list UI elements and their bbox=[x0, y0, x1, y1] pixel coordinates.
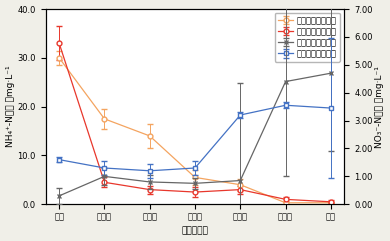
Y-axis label: NH₄⁺-N浓度 ㎍mg·L⁻¹: NH₄⁺-N浓度 ㎍mg·L⁻¹ bbox=[5, 66, 14, 147]
X-axis label: 各个反应器: 各个反应器 bbox=[182, 227, 208, 235]
Legend: 投加纤维素前厉氧, 投加纤维素后厉氧, 投加纤维素前稚氮, 投加纤维素后稚氮: 投加纤维素前厉氧, 投加纤维素后厉氧, 投加纤维素前稚氮, 投加纤维素后稚氮 bbox=[275, 13, 340, 62]
Y-axis label: NO₃⁻-N浓度 ㎍mg·L⁻¹: NO₃⁻-N浓度 ㎍mg·L⁻¹ bbox=[376, 66, 385, 147]
